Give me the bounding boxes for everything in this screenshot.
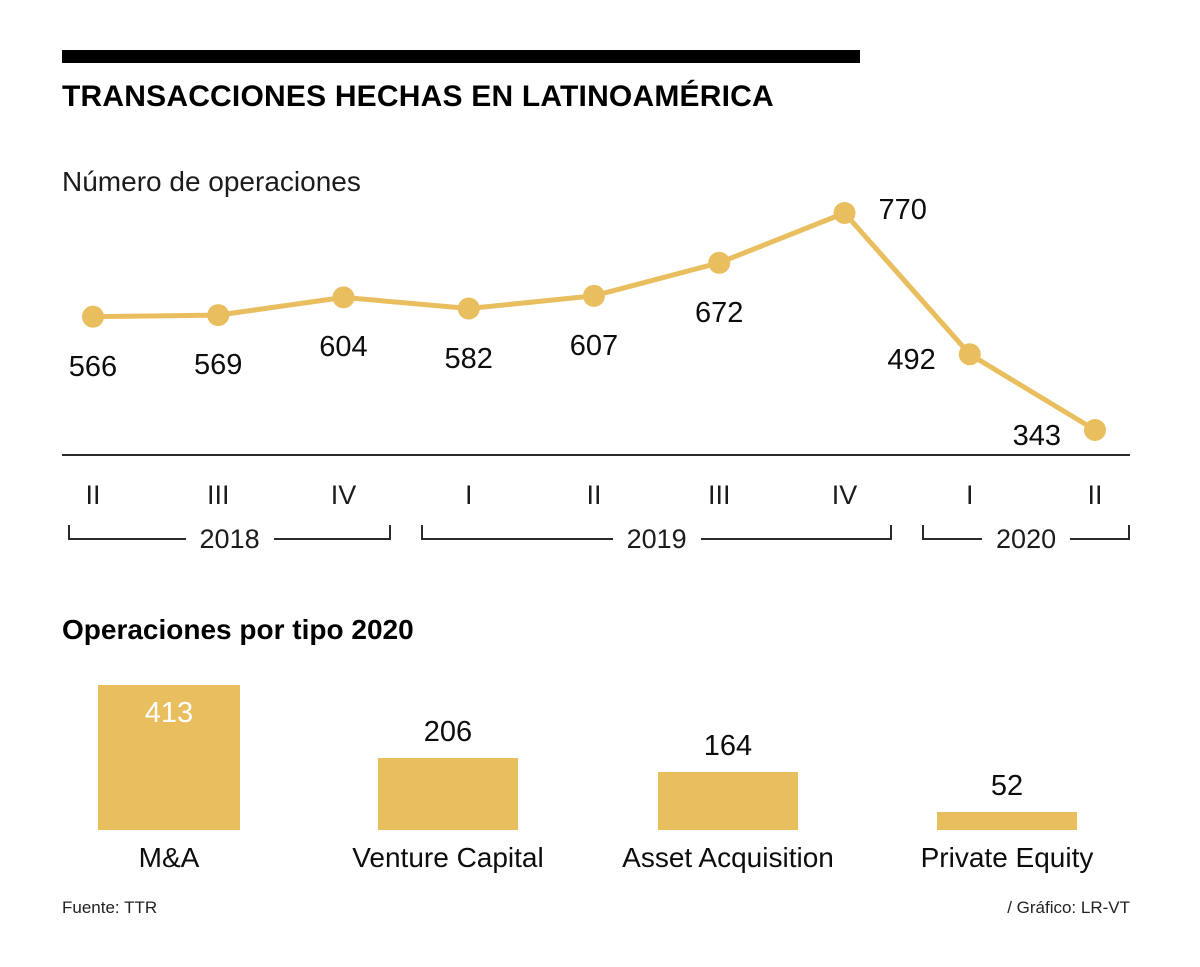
data-point [583, 284, 605, 307]
bracket-line [1070, 538, 1129, 540]
bar-m-a [98, 685, 240, 830]
x-tick-label: II [85, 480, 101, 510]
x-tick-label: I [464, 480, 473, 510]
bar-category-label: M&A [138, 842, 200, 873]
bracket-line [700, 538, 891, 540]
year-bracket-2018: 2018 [68, 521, 392, 557]
data-point [833, 202, 856, 224]
x-tick-label: IV [831, 480, 858, 510]
bracket-line [273, 538, 390, 540]
year-label: 2020 [996, 523, 1057, 554]
bracket-tick [68, 525, 70, 540]
bar-category-label: Venture Capital [352, 842, 544, 873]
bar-value: 164 [703, 730, 753, 763]
year-label: 2018 [199, 523, 260, 554]
x-axis-line [62, 454, 1130, 456]
data-point-value: 672 [695, 296, 744, 329]
year-label: 2019 [626, 523, 687, 554]
data-point [958, 343, 981, 366]
data-point [82, 305, 104, 328]
bar-category-label: Private Equity [920, 842, 1094, 873]
bracket-line [423, 538, 613, 540]
graphic-credit: / Gráfico: LR-VT [1007, 898, 1130, 917]
year-bracket-2019: 2019 [421, 521, 893, 557]
data-point [1084, 419, 1106, 441]
x-tick-label: IV [330, 480, 357, 510]
x-tick-label: III [707, 480, 731, 510]
bar-value: 206 [423, 715, 473, 748]
bracket-line [924, 538, 983, 540]
data-point [708, 251, 731, 274]
title-rule [62, 50, 860, 63]
data-point-value: 569 [194, 349, 243, 382]
data-point-value: 607 [569, 329, 619, 362]
bar-venture-capital [378, 757, 518, 830]
data-point-value: 604 [319, 331, 368, 364]
data-point-value: 770 [878, 194, 927, 226]
bar-private-equity [937, 811, 1077, 830]
bracket-line [70, 538, 186, 540]
x-tick-label: III [206, 480, 230, 510]
data-point-value: 343 [1012, 420, 1061, 452]
bracket-tick [389, 525, 392, 540]
x-tick-label: II [586, 480, 602, 510]
line-chart-title: Número de operaciones [62, 166, 361, 197]
data-point-value: 492 [887, 344, 936, 377]
source-credit: Fuente: TTR [62, 898, 158, 917]
bracket-tick [922, 525, 925, 540]
bar-chart-title: Operaciones por tipo 2020 [62, 614, 414, 645]
bracket-tick [421, 525, 424, 540]
bar-category-label: Asset Acquisition [622, 842, 834, 873]
x-tick-label: I [965, 480, 974, 510]
data-point [332, 286, 355, 309]
data-point-value: 582 [444, 342, 493, 375]
data-point [207, 304, 230, 327]
x-tick-label: II [1087, 480, 1103, 510]
bar-value: 413 [144, 697, 194, 729]
bar-asset-acquisition [658, 772, 798, 830]
data-point-value: 566 [68, 350, 118, 383]
page-title: TRANSACCIONES HECHAS EN LATINOAMÉRICA [62, 80, 774, 113]
bracket-tick [890, 525, 893, 540]
bar-value: 52 [990, 769, 1024, 802]
bracket-tick [1128, 525, 1131, 540]
data-point [457, 297, 480, 320]
year-bracket-2020: 2020 [922, 521, 1131, 557]
line-series-path [92, 210, 1097, 433]
